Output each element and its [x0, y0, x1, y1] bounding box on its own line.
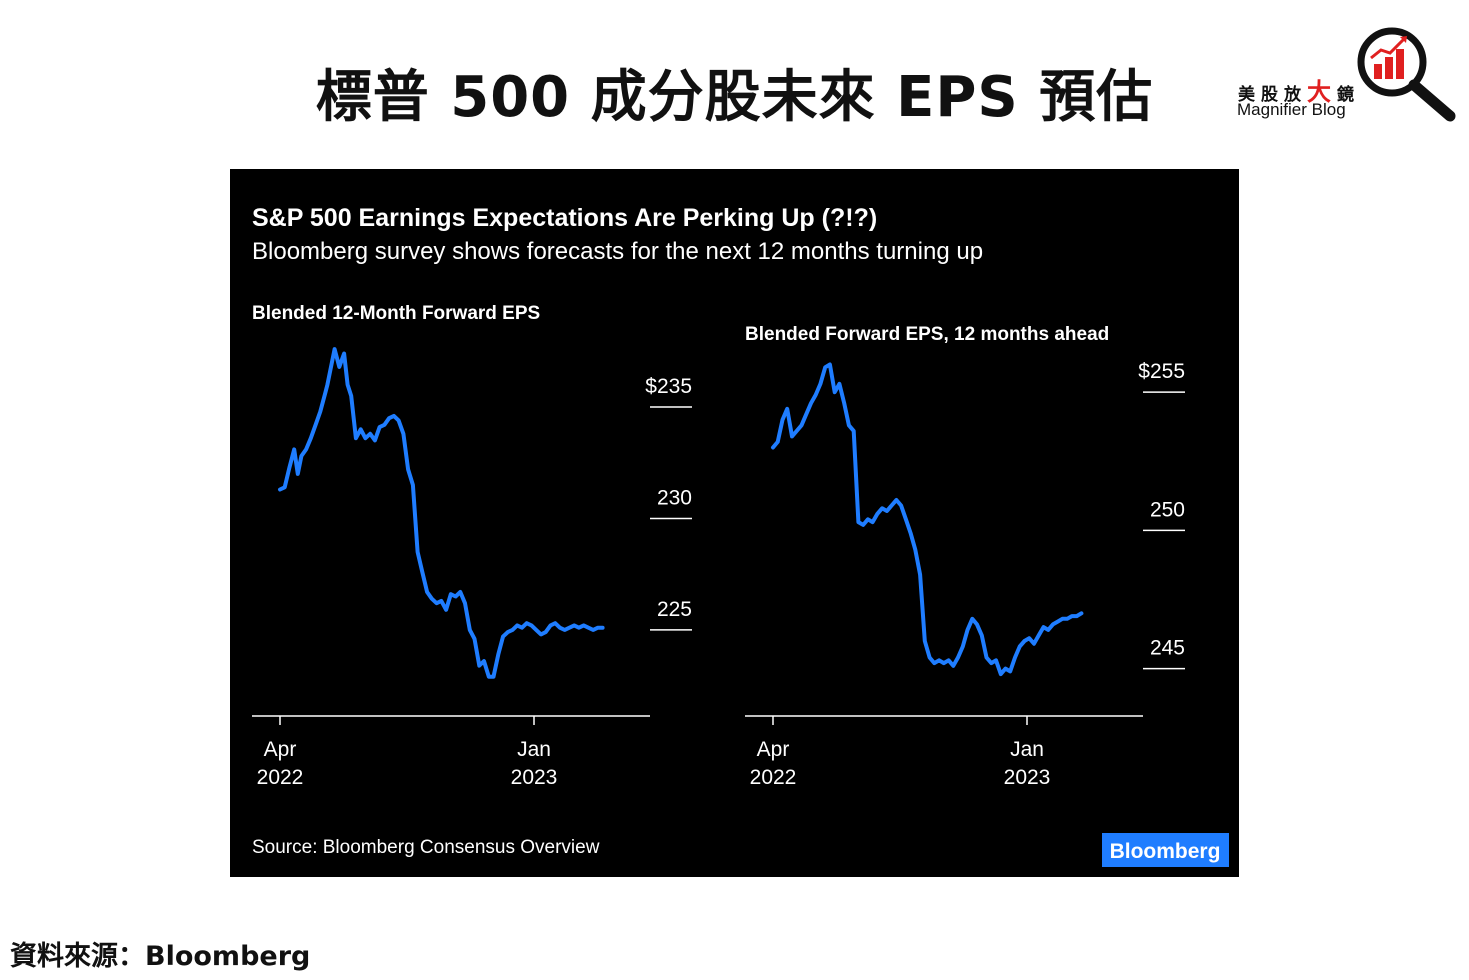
chart-panel: S&P 500 Earnings Expectations Are Perkin… [230, 169, 1239, 877]
left-y-axis: $235 230 225 [645, 375, 692, 631]
y-tick-label: $235 [645, 375, 692, 398]
chart-svg: S&P 500 Earnings Expectations Are Perkin… [252, 204, 1229, 867]
bloomberg-badge-label: Bloomberg [1110, 840, 1221, 863]
y-tick-label: 250 [1150, 498, 1185, 521]
x-tick-label-year: 2022 [750, 766, 797, 789]
x-tick-label-month: Jan [517, 738, 551, 761]
x-tick-label-month: Apr [264, 738, 297, 761]
page-title: 標普 500 成分股未來 EPS 預估 [315, 65, 1154, 130]
left-x-axis: Apr 2022 Jan 2023 [257, 716, 558, 789]
y-tick-label: 245 [1150, 637, 1185, 660]
right-series-line [771, 362, 1084, 677]
right-panel-title: Blended Forward EPS, 12 months ahead [745, 324, 1109, 345]
chart-title: S&P 500 Earnings Expectations Are Perkin… [252, 204, 877, 232]
logo-char-highlight: 大 [1307, 78, 1337, 106]
y-tick-label: 225 [657, 598, 692, 621]
right-y-axis: $255 250 245 [1138, 360, 1185, 670]
magnifier-bar-chart-icon [1357, 27, 1456, 122]
x-tick-label-year: 2023 [511, 766, 558, 789]
logo-char: 美 [1238, 85, 1261, 105]
logo-english-name: Magnifier Blog [1237, 100, 1346, 119]
left-panel: Blended 12-Month Forward EPS $235230225 … [252, 303, 692, 789]
logo-char: 鏡 [1337, 85, 1360, 105]
logo-chinese-name: 美股放大鏡 [1238, 72, 1360, 107]
bloomberg-badge [1102, 833, 1229, 867]
x-tick-label-year: 2023 [1004, 766, 1051, 789]
right-panel: Blended Forward EPS, 12 months ahead $25… [745, 324, 1185, 789]
x-tick-label-month: Apr [757, 738, 790, 761]
chart-source: Source: Bloomberg Consensus Overview [252, 837, 600, 858]
x-tick-label-month: Jan [1010, 738, 1044, 761]
logo-char: 股 [1261, 85, 1284, 105]
logo: 美股放大鏡 Magnifier Blog [1230, 24, 1460, 124]
x-tick-label-year: 2022 [257, 766, 304, 789]
y-tick-label: $255 [1138, 360, 1185, 383]
right-x-axis: Apr 2022 Jan 2023 [750, 716, 1051, 789]
left-panel-title: Blended 12-Month Forward EPS [252, 303, 540, 324]
left-series-line [278, 347, 605, 679]
footer-source: 資料來源：Bloomberg [10, 941, 311, 972]
y-tick-label: 230 [657, 486, 692, 509]
logo-char: 放 [1284, 85, 1307, 105]
chart-subtitle: Bloomberg survey shows forecasts for the… [252, 238, 983, 265]
